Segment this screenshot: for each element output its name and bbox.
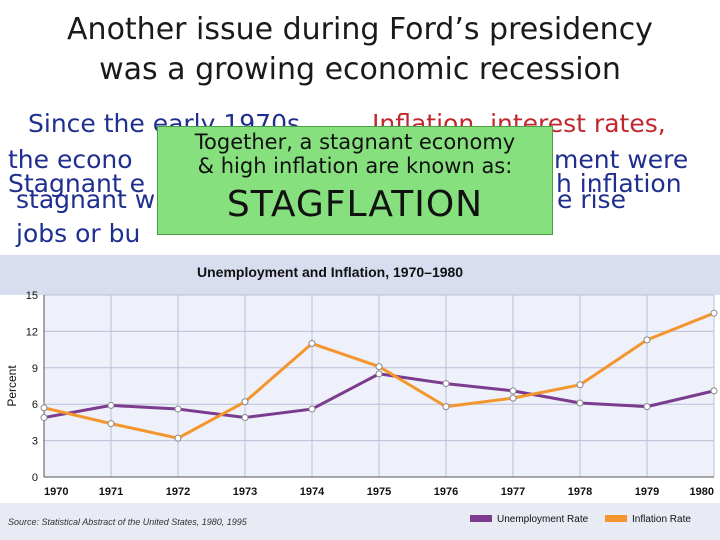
point-unemployment-rate-1978 bbox=[576, 399, 584, 407]
point-unemployment-rate-1970 bbox=[40, 414, 48, 422]
y-tick-label-9: 9 bbox=[32, 363, 38, 375]
slide-title: Another issue during Ford’s presidency w… bbox=[0, 10, 720, 90]
chart-title: Unemployment and Inflation, 1970–1980 bbox=[197, 264, 463, 280]
y-tick-label-0: 0 bbox=[32, 472, 38, 484]
x-tick-label-1975: 1975 bbox=[367, 486, 391, 498]
point-inflation-rate-1976 bbox=[442, 403, 450, 411]
body-text-4b: e rise bbox=[557, 185, 626, 214]
point-inflation-rate-1979 bbox=[643, 336, 651, 344]
title-line-1: Another issue during Ford’s presidency bbox=[67, 12, 653, 47]
point-inflation-rate-1980 bbox=[710, 309, 718, 317]
y-tick-label-15: 15 bbox=[26, 290, 38, 302]
point-unemployment-rate-1979 bbox=[643, 403, 651, 411]
point-inflation-rate-1978 bbox=[576, 381, 584, 389]
x-tick-label-1980: 1980 bbox=[690, 486, 714, 498]
chart-source: Source: Statistical Abstract of the Unit… bbox=[8, 517, 248, 527]
chart-footer bbox=[0, 503, 720, 540]
stagflation-callout: Together, a stagnant economy & high infl… bbox=[157, 126, 553, 235]
x-tick-label-1971: 1971 bbox=[99, 486, 123, 498]
x-tick-label-1979: 1979 bbox=[635, 486, 659, 498]
x-tick-label-1977: 1977 bbox=[501, 486, 525, 498]
point-inflation-rate-1975 bbox=[375, 363, 383, 371]
x-tick-label-1976: 1976 bbox=[434, 486, 458, 498]
point-inflation-rate-1971 bbox=[107, 420, 115, 428]
unemployment-inflation-chart: Unemployment and Inflation, 1970–1980 0 3… bbox=[0, 255, 720, 540]
point-unemployment-rate-1976 bbox=[442, 380, 450, 388]
legend-label-unemployment-rate: Unemployment Rate bbox=[497, 514, 589, 525]
chart-title-band bbox=[0, 255, 720, 295]
x-tick-label-1978: 1978 bbox=[568, 486, 592, 498]
point-inflation-rate-1977 bbox=[509, 394, 517, 402]
callout-line-2: & high inflation are known as: bbox=[197, 154, 513, 178]
point-inflation-rate-1972 bbox=[174, 434, 182, 442]
title-line-2: was a growing economic recession bbox=[99, 52, 621, 87]
point-unemployment-rate-1974 bbox=[308, 405, 316, 413]
body-text-3a: Stagnant e bbox=[8, 169, 145, 198]
y-tick-label-12: 12 bbox=[26, 326, 38, 338]
legend: Unemployment Rate Inflation Rate bbox=[470, 514, 691, 525]
legend-swatch-unemployment-rate bbox=[470, 515, 492, 522]
point-unemployment-rate-1972 bbox=[174, 405, 182, 413]
body-text-2a: the econo bbox=[8, 145, 133, 174]
y-tick-label-6: 6 bbox=[32, 399, 38, 411]
body-text-4a: stagnant w bbox=[16, 185, 156, 214]
point-inflation-rate-1973 bbox=[241, 398, 249, 406]
body-text-3b: h inflation bbox=[556, 169, 682, 198]
x-tick-label-1970: 1970 bbox=[44, 486, 68, 498]
callout-term: STAGFLATION bbox=[226, 184, 484, 225]
point-unemployment-rate-1973 bbox=[241, 414, 249, 422]
y-axis-label: Percent bbox=[5, 365, 19, 407]
x-tick-label-1974: 1974 bbox=[300, 486, 325, 498]
point-unemployment-rate-1977 bbox=[509, 387, 517, 395]
legend-swatch-inflation-rate bbox=[605, 515, 627, 522]
point-unemployment-rate-1980 bbox=[710, 387, 718, 395]
body-text-5a: jobs or bu bbox=[16, 219, 141, 248]
point-inflation-rate-1974 bbox=[308, 340, 316, 348]
legend-label-inflation-rate: Inflation Rate bbox=[632, 514, 691, 525]
point-unemployment-rate-1975 bbox=[375, 370, 383, 378]
y-tick-label-3: 3 bbox=[32, 436, 38, 448]
x-tick-label-1973: 1973 bbox=[233, 486, 257, 498]
callout-line-1: Together, a stagnant economy bbox=[194, 130, 516, 154]
point-unemployment-rate-1971 bbox=[107, 401, 115, 409]
body-text-2b: ment were bbox=[554, 145, 689, 174]
series bbox=[40, 309, 718, 442]
x-tick-label-1972: 1972 bbox=[166, 486, 190, 498]
point-inflation-rate-1970 bbox=[40, 404, 48, 412]
axes: 0 3 6 9 12 15 1970 1971 1972 1973 1974 1975 1976 1977… bbox=[26, 290, 714, 498]
